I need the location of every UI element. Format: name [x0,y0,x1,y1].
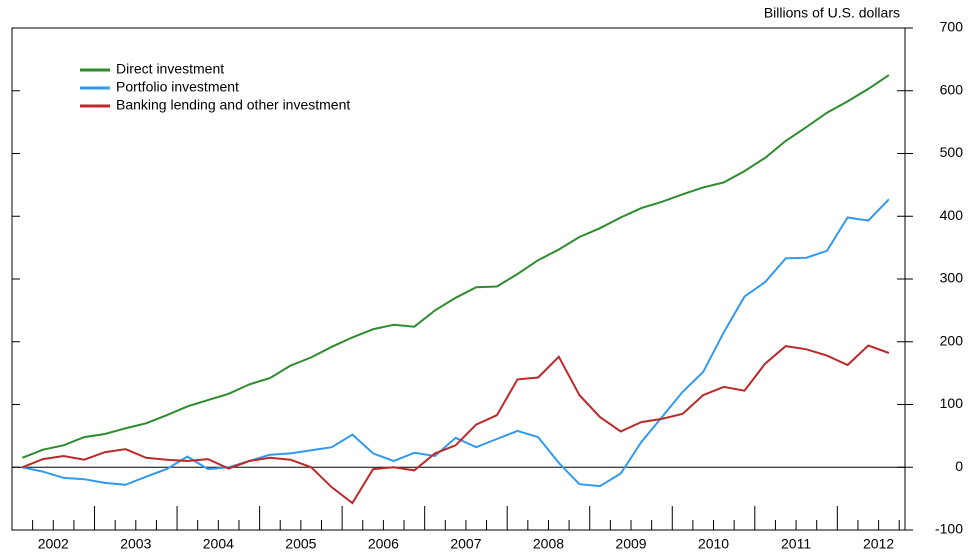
x-tick-label: 2009 [615,536,646,552]
x-tick-label: 2007 [450,536,481,552]
y-tick-label: 500 [940,144,964,160]
series-line [21,344,890,505]
legend-label: Banking lending and other investment [116,97,350,113]
y-tick-label: -100 [935,521,963,537]
y-tick-label: 300 [940,270,964,286]
y-tick-label: 0 [955,458,963,474]
legend-label: Portfolio investment [116,79,239,95]
x-tick-label: 2004 [203,536,234,552]
y-tick-label: 400 [940,207,964,223]
x-tick-label: 2005 [285,536,316,552]
x-tick-label: 2006 [368,536,399,552]
x-tick-label: 2012 [863,536,894,552]
legend-label: Direct investment [116,61,224,77]
x-tick-label: 2003 [120,536,151,552]
x-tick-label: 2002 [38,536,69,552]
y-axis-label: Billions of U.S. dollars [764,5,900,21]
x-tick-label: 2011 [781,536,811,552]
x-tick-label: 2008 [533,536,564,552]
y-tick-label: 100 [940,395,964,411]
series-line [21,74,890,459]
y-tick-label: 700 [940,19,964,35]
series-line [22,198,890,488]
x-tick-label: 2010 [698,536,729,552]
y-tick-label: 600 [940,81,964,97]
y-tick-label: 200 [940,332,964,348]
